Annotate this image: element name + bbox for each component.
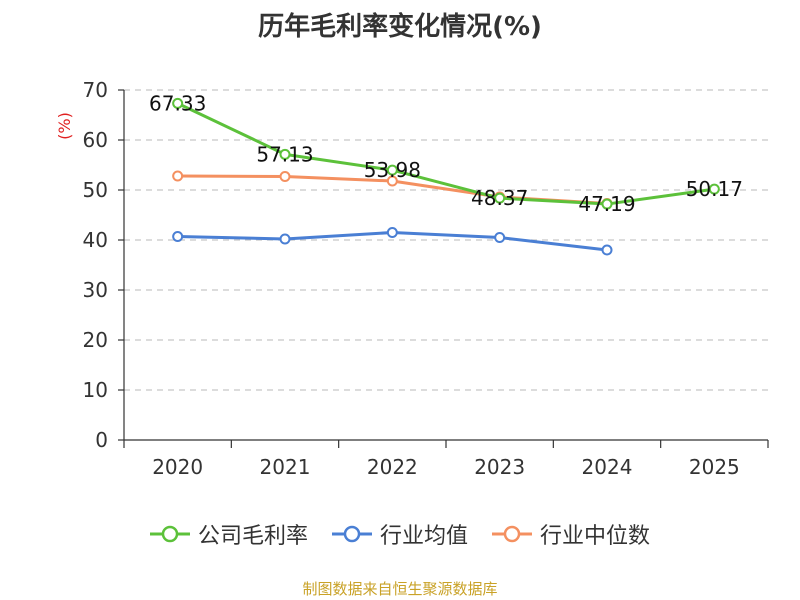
y-tick-label: 40 xyxy=(83,228,108,252)
x-tick-label: 2025 xyxy=(689,455,740,479)
source-note: 制图数据来自恒生聚源数据库 xyxy=(302,580,498,598)
y-tick-label: 60 xyxy=(83,128,108,152)
y-tick-label: 70 xyxy=(83,78,108,102)
data-label: 57.13 xyxy=(256,142,313,166)
legend-marker-industry-mean-icon xyxy=(331,525,372,543)
y-tick-label: 0 xyxy=(95,428,108,452)
data-label: 50.17 xyxy=(686,177,743,201)
axes: 0 10 20 30 40 50 60 70 2020 2021 2022 2023 2024 2025 xyxy=(83,78,769,479)
data-point xyxy=(601,198,613,210)
y-axis-title: (%) xyxy=(55,112,74,140)
x-tick-label: 2024 xyxy=(582,455,633,479)
legend-marker-company-icon xyxy=(149,525,190,543)
y-tick-label: 10 xyxy=(83,378,108,402)
data-point xyxy=(172,97,184,109)
legend-label-industry-median: 行业中位数 xyxy=(540,524,651,549)
y-tick-label: 50 xyxy=(83,178,108,202)
data-label: 48.37 xyxy=(471,186,528,210)
legend-label-industry-mean: 行业均值 xyxy=(379,524,468,549)
data-point xyxy=(386,164,398,176)
grid-lines xyxy=(124,89,768,391)
y-tick-label: 20 xyxy=(83,328,108,352)
y-tick-label: 30 xyxy=(83,278,108,302)
data-label: 67.33 xyxy=(149,91,206,115)
data-point xyxy=(172,231,184,242)
legend-item-industry-median[interactable]: 行业中位数 xyxy=(492,518,650,550)
series xyxy=(172,97,720,256)
x-tick-label: 2022 xyxy=(367,455,418,479)
legend-marker-industry-median-icon xyxy=(492,525,532,543)
chart-legend: 公司毛利率 行业均值 行业中位数 xyxy=(0,518,800,550)
data-point xyxy=(708,183,720,195)
data-point xyxy=(172,170,184,182)
series-line-0 xyxy=(177,101,715,206)
data-labels: 67.33 57.13 53.98 48.37 47.19 50.17 xyxy=(149,91,743,216)
data-point xyxy=(386,175,398,187)
chart-title: 历年毛利率变化情况(%) xyxy=(258,12,542,42)
legend-label-company: 公司毛利率 xyxy=(197,524,308,549)
data-point xyxy=(279,171,291,182)
data-point xyxy=(494,192,506,204)
x-tick-label: 2021 xyxy=(260,455,311,479)
data-point xyxy=(279,233,291,245)
legend-item-company[interactable]: 公司毛利率 xyxy=(149,518,308,550)
data-point xyxy=(494,232,506,243)
data-label: 47.19 xyxy=(578,192,635,216)
x-tick-label: 2020 xyxy=(152,455,203,479)
legend-item-industry-mean[interactable]: 行业均值 xyxy=(331,518,468,550)
data-point xyxy=(386,227,398,238)
data-label: 53.98 xyxy=(364,158,421,182)
x-tick-label: 2023 xyxy=(474,455,525,479)
data-point xyxy=(279,148,291,160)
data-point xyxy=(601,244,613,256)
